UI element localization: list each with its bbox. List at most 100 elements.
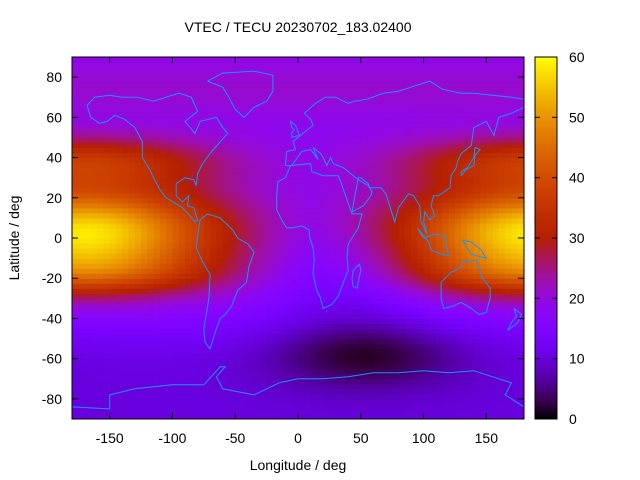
heatmap-cell [454, 102, 462, 108]
heatmap-cell [260, 182, 268, 189]
heatmap-cell [172, 378, 180, 385]
heatmap-cell [473, 363, 481, 370]
heatmap-cell [298, 77, 305, 83]
heatmap-cell [404, 112, 412, 118]
heatmap-cell [103, 368, 111, 375]
heatmap-cell [103, 373, 111, 380]
heatmap-cell [411, 318, 418, 325]
heatmap-cell [247, 403, 255, 410]
heatmap-cell [298, 167, 305, 174]
heatmap-cell [235, 398, 243, 405]
heatmap-cell [185, 62, 192, 68]
heatmap-cell [329, 57, 337, 63]
heatmap-cell [367, 268, 374, 274]
heatmap-cell [417, 92, 425, 98]
heatmap-cell [141, 202, 148, 209]
heatmap-cell [78, 112, 86, 118]
heatmap-cell [279, 368, 287, 375]
heatmap-cell [272, 283, 280, 289]
heatmap-cell [203, 202, 211, 209]
heatmap-cell [178, 298, 186, 304]
heatmap-cell [498, 127, 506, 134]
heatmap-cell [341, 112, 349, 118]
heatmap-cell [203, 368, 211, 375]
heatmap-cell [392, 167, 400, 174]
heatmap-cell [115, 112, 123, 118]
heatmap-cell [417, 243, 425, 249]
heatmap-cell [90, 358, 98, 365]
heatmap-cell [373, 398, 381, 405]
heatmap-cell [398, 273, 406, 279]
heatmap-cell [166, 413, 174, 419]
heatmap-cell [367, 263, 374, 269]
heatmap-cell [398, 288, 406, 294]
heatmap-cell [310, 62, 318, 68]
heatmap-cell [442, 107, 450, 113]
heatmap-cell [360, 212, 368, 219]
heatmap-cell [141, 303, 148, 309]
heatmap-cell [172, 217, 180, 224]
heatmap-cell [97, 238, 104, 244]
heatmap-cell [122, 157, 130, 164]
heatmap-cell [461, 303, 469, 309]
heatmap-cell [379, 288, 387, 294]
heatmap-cell [473, 197, 481, 204]
heatmap-cell [178, 243, 186, 249]
heatmap-cell [467, 57, 475, 63]
heatmap-cell [141, 162, 148, 169]
heatmap-cell [147, 288, 155, 294]
heatmap-cell [429, 313, 437, 320]
heatmap-cell [241, 363, 249, 370]
heatmap-cell [360, 398, 368, 405]
heatmap-cell [486, 152, 494, 159]
heatmap-cell [254, 172, 261, 179]
heatmap-cell [272, 152, 280, 159]
heatmap-cell [115, 258, 123, 264]
heatmap-cell [185, 248, 192, 254]
heatmap-cell [417, 248, 425, 254]
heatmap-cell [486, 172, 494, 179]
heatmap-cell [228, 288, 236, 294]
heatmap-cell [153, 313, 161, 320]
heatmap-cell [436, 363, 443, 370]
heatmap-cell [329, 92, 337, 98]
heatmap-cell [385, 187, 393, 194]
heatmap-cell [235, 273, 243, 279]
heatmap-cell [166, 283, 174, 289]
heatmap-cell [254, 378, 261, 385]
heatmap-cell [454, 398, 462, 405]
heatmap-cell [266, 152, 274, 159]
heatmap-cell [298, 177, 305, 184]
heatmap-cell [159, 107, 167, 113]
heatmap-cell [109, 207, 117, 214]
heatmap-cell [486, 283, 494, 289]
heatmap-cell [228, 248, 236, 254]
heatmap-cell [310, 268, 318, 274]
heatmap-cell [260, 378, 268, 385]
heatmap-cell [367, 112, 374, 118]
heatmap-cell [436, 358, 443, 365]
heatmap-cell [429, 232, 437, 239]
heatmap-cell [279, 222, 287, 229]
heatmap-cell [84, 368, 92, 375]
heatmap-cell [272, 87, 280, 93]
heatmap-cell [498, 388, 506, 395]
heatmap-cell [461, 333, 469, 340]
heatmap-cell [304, 388, 312, 395]
heatmap-cell [398, 303, 406, 309]
heatmap-cell [429, 182, 437, 189]
heatmap-cell [429, 373, 437, 380]
heatmap-cell [72, 202, 79, 209]
heatmap-cell [411, 207, 418, 214]
heatmap-cell [222, 323, 230, 330]
heatmap-cell [159, 227, 167, 234]
heatmap-cell [404, 388, 412, 395]
heatmap-cell [417, 308, 425, 315]
heatmap-cell [90, 67, 98, 73]
heatmap-cell [203, 288, 211, 294]
heatmap-cell [247, 353, 255, 360]
heatmap-cell [473, 97, 481, 103]
heatmap-cell [285, 363, 293, 370]
heatmap-cell [72, 348, 79, 355]
heatmap-cell [467, 132, 475, 139]
